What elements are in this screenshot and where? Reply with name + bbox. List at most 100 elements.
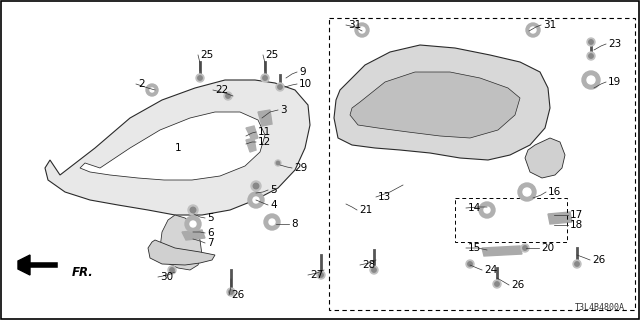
Circle shape [370,266,378,274]
Circle shape [226,94,230,98]
Text: 29: 29 [294,163,307,173]
Circle shape [319,273,323,277]
Text: 8: 8 [291,219,298,229]
Text: 25: 25 [265,50,278,60]
Circle shape [518,183,536,201]
Circle shape [372,268,376,272]
Circle shape [168,266,176,274]
Circle shape [264,214,280,230]
Text: 10: 10 [299,79,312,89]
Circle shape [587,38,595,46]
Circle shape [190,207,196,213]
Text: 28: 28 [362,260,375,270]
Polygon shape [525,138,565,178]
Circle shape [227,288,235,296]
Bar [329,18,635,310]
Circle shape [587,52,595,60]
Text: 27: 27 [310,270,323,280]
Text: 1: 1 [175,143,182,153]
Text: 20: 20 [541,243,554,253]
Circle shape [253,197,259,203]
Text: 2: 2 [138,79,145,89]
Circle shape [355,23,369,37]
Text: 31: 31 [348,20,361,30]
Polygon shape [548,212,572,224]
Circle shape [229,290,233,294]
Text: 13: 13 [378,192,391,202]
Polygon shape [482,246,522,256]
Circle shape [317,271,325,279]
Circle shape [185,216,201,232]
Text: FR.: FR. [72,266,93,278]
Circle shape [278,85,282,89]
Text: 3: 3 [280,105,287,115]
Circle shape [587,76,595,84]
Polygon shape [246,126,258,140]
Circle shape [248,192,264,208]
Text: 24: 24 [484,265,497,275]
Polygon shape [334,45,550,160]
Polygon shape [18,255,30,275]
Circle shape [188,205,198,215]
Circle shape [573,260,581,268]
Circle shape [468,262,472,266]
Circle shape [263,76,268,80]
Circle shape [575,262,579,266]
Circle shape [276,161,280,165]
Text: 12: 12 [258,137,271,147]
Text: 16: 16 [548,187,561,197]
Bar [455,198,567,242]
Circle shape [589,40,593,44]
Text: 26: 26 [231,290,244,300]
Text: 30: 30 [160,272,173,282]
Polygon shape [182,230,205,240]
Text: 9: 9 [299,67,306,77]
Polygon shape [80,112,265,180]
Text: 6: 6 [207,228,214,238]
Circle shape [170,268,174,272]
Text: 26: 26 [592,255,605,265]
Text: 18: 18 [570,220,583,230]
Circle shape [526,23,540,37]
Text: 25: 25 [200,50,213,60]
Circle shape [269,219,275,225]
Circle shape [589,54,593,58]
Polygon shape [350,72,520,138]
Text: T3L4B4800A: T3L4B4800A [575,303,625,312]
Circle shape [530,27,536,33]
Circle shape [493,280,501,288]
Circle shape [224,92,232,100]
Text: 11: 11 [258,127,271,137]
Polygon shape [148,240,215,265]
Circle shape [261,74,269,82]
Circle shape [484,207,490,213]
Circle shape [523,188,531,196]
Polygon shape [246,138,256,152]
Text: 15: 15 [468,243,481,253]
Circle shape [582,71,600,89]
Polygon shape [45,80,310,215]
Circle shape [466,260,474,268]
Circle shape [146,84,158,96]
Text: 17: 17 [570,210,583,220]
Circle shape [479,202,495,218]
Circle shape [198,76,202,80]
Text: 23: 23 [608,39,621,49]
Text: 26: 26 [511,280,524,290]
Text: 22: 22 [215,85,228,95]
Circle shape [276,83,284,91]
Circle shape [251,181,261,191]
Text: 21: 21 [359,205,372,215]
Circle shape [190,221,196,227]
Circle shape [150,88,154,92]
Text: 5: 5 [270,185,276,195]
Text: 5: 5 [207,213,214,223]
Text: 14: 14 [468,203,481,213]
Text: 19: 19 [608,77,621,87]
Circle shape [495,282,499,286]
Circle shape [275,160,281,166]
Polygon shape [258,110,272,126]
Text: 4: 4 [270,200,276,210]
Circle shape [196,74,204,82]
Circle shape [253,183,259,189]
